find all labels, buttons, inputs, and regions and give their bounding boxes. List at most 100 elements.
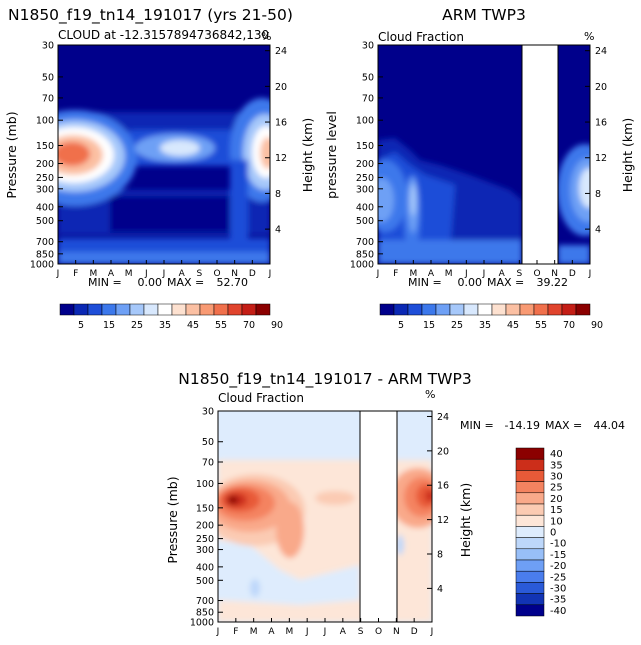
panel-obs-min-value: 0.00 [458, 276, 483, 289]
panel-model-colorbar-label: 15 [103, 320, 115, 331]
panel-obs-colorbar-cell [421, 303, 437, 316]
panel-diff-colorbar-label: -20 [550, 561, 566, 572]
panel-diff-ytick-label: 150 [196, 503, 214, 514]
panel-model-colorbar-cell [241, 303, 257, 316]
panel-diff-colorbar-label: -25 [550, 572, 566, 583]
panel-obs-colorbar-label: 35 [479, 320, 491, 331]
panel-obs-percent: % [584, 30, 594, 43]
panel-model-y2label: Height (km) [300, 118, 315, 192]
panel-diff-colorbar-cell [515, 514, 545, 527]
panel-diff-ytick-label: 700 [196, 596, 214, 607]
panel-model-ytick-label: 200 [36, 159, 54, 170]
panel-obs-xtick-label: O [533, 269, 540, 279]
panel-obs-min-label: MIN = [408, 276, 442, 289]
panel-diff-colorbar-label: 20 [550, 494, 563, 505]
panel-obs-ytick-label: 300 [356, 184, 374, 195]
panel-model: N1850_f19_tn14_191017 (yrs 21-50) CLOUD … [4, 6, 315, 331]
panel-obs-colorbar-label: 90 [591, 320, 603, 331]
panel-model-colorbar-cell [227, 303, 243, 316]
panel-model-colorbar-label: 5 [78, 320, 84, 331]
panel-model-min-label: MIN = [88, 276, 122, 289]
panel-diff-height-tick-label: 4 [437, 584, 443, 595]
panel-model-colorbar-label: 45 [187, 320, 199, 331]
panel-model-xtick-label: O [213, 269, 220, 279]
panel-diff-colorbar-cell [515, 503, 545, 516]
panel-diff-colorbar-label: -40 [550, 606, 566, 617]
panel-model-max-label: MAX = [167, 276, 204, 289]
panel-obs-ytick-label: 250 [356, 173, 374, 184]
panel-obs-colorbar-label: 70 [563, 320, 575, 331]
panel-model-ytick-label: 70 [42, 93, 54, 104]
panel-model-xtick-label: N [231, 269, 238, 279]
panel-diff-xtick-label: D [411, 627, 418, 637]
panel-diff-max-value: 44.04 [594, 419, 626, 432]
panel-diff-colorbar-label: -35 [550, 595, 566, 606]
panel-model-ytick-label: 250 [36, 173, 54, 184]
panel-obs-ytick-label: 1000 [350, 260, 374, 271]
panel-diff-colorbar-cell [515, 447, 545, 460]
panel-obs-colorbar-cell [575, 303, 591, 316]
panel-diff-xtick-label: J [430, 627, 434, 637]
panel-model-ytick-label: 300 [36, 184, 54, 195]
panel-diff-colorbar-cell [515, 570, 545, 583]
panel-diff: N1850_f19_tn14_191017 - ARM TWP3 Cloud F… [165, 370, 625, 637]
panel-model-xtick-label: M [89, 269, 97, 279]
panel-diff-percent: % [425, 388, 435, 401]
panel-model-xtick-label: A [179, 269, 186, 279]
panel-diff-xtick-label: F [233, 627, 238, 637]
panel-obs-colorbar-cell [505, 303, 521, 316]
panel-obs-colorbar-label: 5 [398, 320, 404, 331]
panel-obs-colorbar-cell [393, 303, 409, 316]
panel-diff-xtick-label: O [375, 627, 382, 637]
panel-obs-xtick-label: S [516, 269, 522, 279]
panel-model-xtick-label: D [249, 269, 256, 279]
panel-diff-colorbar-cell [515, 548, 545, 561]
panel-diff-xtick-label: J [216, 627, 220, 637]
panel-model-ytick-label: 100 [36, 116, 54, 127]
panel-obs-height-tick-label: 8 [595, 189, 601, 200]
panel-diff-xtick-label: A [268, 627, 275, 637]
panel-model-colorbar-cell [73, 303, 89, 316]
panel-diff-title: N1850_f19_tn14_191017 - ARM TWP3 [178, 370, 471, 389]
panel-model-height-tick-label: 4 [275, 225, 281, 236]
panel-obs-max-value: 39.22 [537, 276, 569, 289]
panel-diff-colorbar-label: -15 [550, 550, 566, 561]
panel-model-max-value: 52.70 [217, 276, 249, 289]
panel-model-xtick-label: J [56, 269, 60, 279]
panel-obs-ytick-label: 700 [356, 237, 374, 248]
panel-obs-height-tick-label: 16 [595, 118, 607, 129]
panel-obs-ytick-label: 100 [356, 116, 374, 127]
panel-obs-height-tick-label: 4 [595, 225, 601, 236]
panel-diff-colorbar-label: 15 [550, 505, 563, 516]
panel-obs-ytick-label: 500 [356, 216, 374, 227]
panel-diff-colorbar-cell [515, 470, 545, 482]
panel-obs-colorbar-cell [533, 303, 549, 316]
panel-diff-max-label: MAX = [545, 419, 582, 432]
panel-diff-subtitle: Cloud Fraction [218, 391, 304, 405]
panel-obs-xtick-label: J [464, 269, 468, 279]
panel-obs-colorbar-cell [449, 303, 465, 316]
panel-model-colorbar-label: 55 [215, 320, 227, 331]
panel-model-colorbar-cell [115, 303, 131, 316]
panel-model-ytick-label: 150 [36, 141, 54, 152]
panel-model-colorbar-cell [213, 303, 229, 316]
panel-model-colorbar-cell [129, 303, 145, 316]
panel-model-height-tick-label: 8 [275, 189, 281, 200]
panel-diff-xtick-label: M [250, 627, 258, 637]
panel-model-title: N1850_f19_tn14_191017 (yrs 21-50) [8, 6, 293, 25]
panel-model-ytick-label: 30 [42, 41, 54, 52]
panel-diff-ytick-label: 50 [202, 437, 214, 448]
panel-model-colorbar-cell [101, 303, 117, 316]
panel-obs-y2label: Height (km) [620, 118, 635, 192]
panel-model-colorbar-cell [87, 303, 103, 316]
panel-diff-colorbar-cell [515, 582, 545, 594]
panel-diff-xtick-label: J [305, 627, 309, 637]
panel-model-min-value: 0.00 [138, 276, 163, 289]
panel-model-subtitle: CLOUD at -12.3157894736842,130 [58, 28, 269, 42]
panel-diff-colorbar-cell [515, 593, 545, 606]
panel-model-colorbar-label: 90 [271, 320, 283, 331]
panel-diff-height-tick-label: 8 [437, 550, 443, 561]
panel-obs-height-tick-label: 12 [595, 153, 607, 164]
panel-model-ytick-label: 500 [36, 216, 54, 227]
panel-model-ytick-label: 50 [42, 72, 54, 83]
